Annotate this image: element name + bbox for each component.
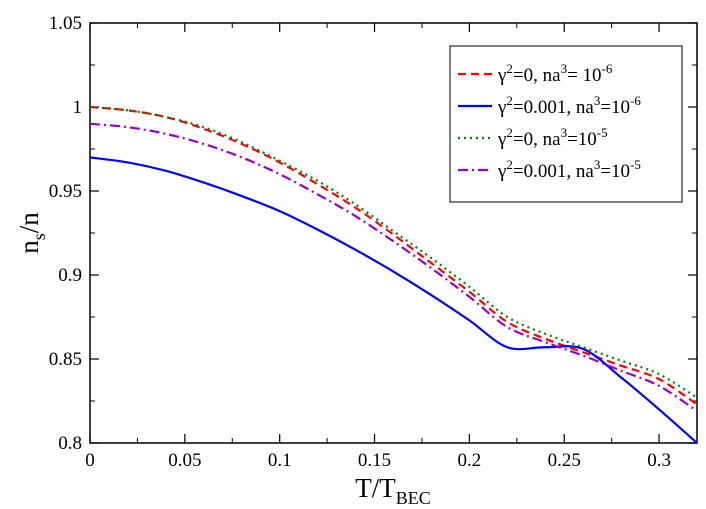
- legend-label-part: γ: [497, 97, 506, 118]
- series-line-1: [89, 105, 698, 406]
- y-tick-label: 0.95: [49, 181, 82, 202]
- y-tick-label: 0.9: [58, 265, 82, 286]
- legend-label-part: -6: [602, 61, 613, 76]
- legend-label-part: =0.001, na: [513, 97, 594, 118]
- legend-label-part: =10: [567, 129, 597, 150]
- legend-label-part: =0.001, na: [513, 161, 594, 182]
- legend-label-part: = 10: [567, 65, 601, 86]
- series-line-2: [89, 156, 698, 444]
- legend-label-part: 3: [561, 61, 568, 76]
- legend-label-part: =10: [600, 161, 630, 182]
- legend-box: [449, 45, 683, 203]
- legend-label-part: =0, na: [513, 65, 561, 86]
- series-lines: [89, 105, 698, 444]
- legend-label-part: -6: [630, 93, 641, 108]
- legend-label-part: 2: [506, 61, 513, 76]
- legend-label-part: -5: [597, 125, 608, 140]
- x-tick-label: 0.2: [458, 450, 482, 471]
- legend-label-part: 3: [594, 93, 601, 108]
- y-axis-title: ns/n: [14, 212, 49, 254]
- legend-label-part: γ: [497, 65, 506, 86]
- legend: γ2=0, na3= 10-6γ2=0.001, na3=10-6γ2=0, n…: [449, 45, 683, 203]
- legend-label-part: γ: [497, 161, 506, 182]
- legend-label-4: γ2=0.001, na3=10-5: [497, 157, 641, 182]
- legend-label-part: 3: [594, 157, 601, 172]
- x-axis-title: T/TBEC: [355, 473, 431, 508]
- legend-label-2: γ2=0.001, na3=10-6: [497, 93, 641, 118]
- legend-label-part: γ: [497, 129, 506, 150]
- x-tick-label: 0.25: [548, 450, 581, 471]
- legend-label-3: γ2=0, na3=10-5: [497, 125, 608, 150]
- x-tick-label: 0: [85, 450, 95, 471]
- y-tick-label: 1.05: [49, 13, 82, 34]
- y-tick-label: 1: [73, 97, 83, 118]
- legend-label-part: =0, na: [513, 129, 561, 150]
- axis-ticks: 0 0.05 0.1 0.15 0.2 0.25 0.3 0.8 0.85 0.9 0.95 1 1.0…: [49, 13, 697, 471]
- legend-label-part: 2: [506, 93, 513, 108]
- legend-label-part: 2: [506, 157, 513, 172]
- series-line-4: [89, 122, 698, 412]
- y-tick-label: 0.85: [49, 349, 82, 370]
- y-tick-label: 0.8: [58, 433, 82, 454]
- x-tick-label: 0.1: [268, 450, 292, 471]
- legend-label-1: γ2=0, na3= 10-6: [497, 61, 613, 86]
- x-tick-label: 0.15: [358, 450, 391, 471]
- x-tick-label: 0.3: [647, 450, 671, 471]
- legend-label-part: =10: [600, 97, 630, 118]
- legend-label-part: 3: [561, 125, 568, 140]
- legend-label-part: -5: [630, 157, 641, 172]
- legend-label-part: 2: [506, 125, 513, 140]
- x-tick-label: 0.05: [168, 450, 201, 471]
